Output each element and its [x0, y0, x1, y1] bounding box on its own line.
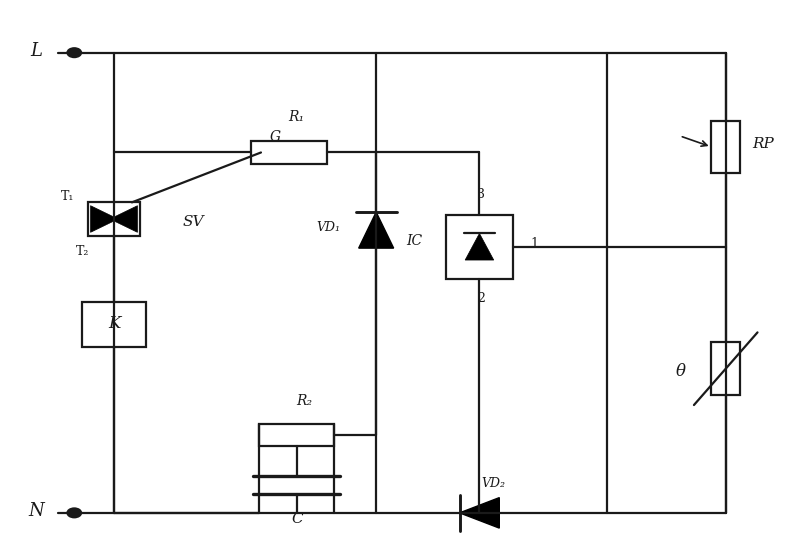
Bar	[711, 120, 740, 173]
Text: N: N	[28, 502, 44, 520]
Text: 2: 2	[477, 292, 485, 305]
Bar	[251, 141, 326, 164]
Polygon shape	[90, 206, 118, 232]
Polygon shape	[110, 206, 138, 232]
Text: IC: IC	[406, 234, 422, 248]
Text: C: C	[291, 512, 302, 526]
Text: RP: RP	[752, 137, 774, 151]
Text: 3: 3	[477, 188, 485, 201]
Polygon shape	[465, 234, 494, 260]
Polygon shape	[459, 498, 499, 528]
Text: L: L	[30, 42, 42, 60]
Text: T₂: T₂	[75, 245, 89, 258]
Circle shape	[66, 47, 82, 58]
Text: SV: SV	[182, 215, 204, 229]
Text: T₁: T₁	[62, 190, 74, 203]
Circle shape	[66, 507, 82, 519]
Bar	[446, 215, 514, 279]
Polygon shape	[358, 212, 394, 248]
Bar	[711, 342, 740, 395]
Text: G: G	[270, 130, 281, 144]
Text: K: K	[108, 315, 120, 332]
Text: VD₂: VD₂	[482, 477, 506, 489]
Text: 1: 1	[530, 237, 538, 250]
Text: R₂: R₂	[297, 394, 313, 408]
Bar	[88, 202, 140, 236]
Text: θ: θ	[676, 363, 686, 380]
Text: VD₁: VD₁	[317, 221, 341, 234]
Text: R₁: R₁	[289, 110, 305, 124]
Bar	[259, 424, 334, 446]
Bar	[82, 302, 146, 347]
